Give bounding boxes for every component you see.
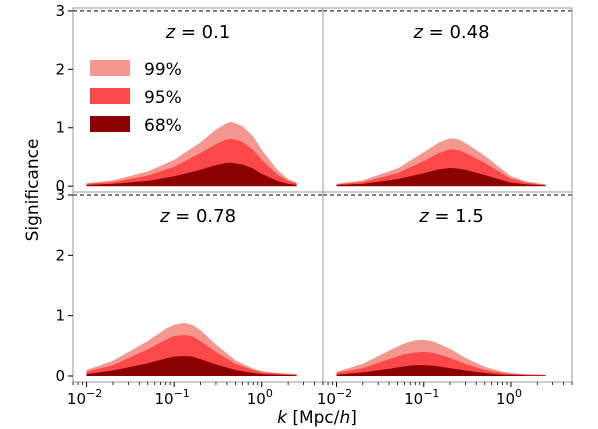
area-68pct-panel-1: [86, 162, 297, 187]
area-68pct-panel-2: [336, 168, 546, 187]
x-axis-title: k [Mpc/h]: [277, 408, 357, 428]
y-tick-label: 2: [55, 246, 65, 264]
legend-label-95pct: 95%: [144, 88, 182, 108]
x-tick-label: 10−1: [155, 387, 190, 408]
x-tick-label: 10−2: [317, 387, 352, 408]
panel-4: 10−2 10−1 100 z = 1.5: [317, 191, 573, 408]
x-axis-title-h: h: [340, 408, 351, 428]
panels-group: 0 1 2 3 z = 0.1 z = 0.48 0 1 2 3 10−2 10−1 100 z = 0.…: [55, 2, 573, 408]
y-tick-label: 0: [55, 367, 65, 385]
legend-label-99pct: 99%: [144, 60, 182, 80]
panel-frame-4: [322, 191, 573, 383]
y-tick-label: 0: [55, 177, 65, 195]
panel-label-3: z = 0.78: [159, 206, 236, 227]
legend-swatch-68pct: [90, 116, 130, 132]
x-axis-title-units-close: ]: [350, 408, 357, 428]
panel-label-4: z = 1.5: [418, 206, 484, 227]
legend-swatch-99pct: [90, 60, 130, 76]
panel-label-2: z = 0.48: [412, 22, 489, 43]
y-tick-label: 1: [55, 307, 65, 325]
x-tick-label: 10−1: [404, 387, 439, 408]
y-tick-label: 2: [55, 60, 65, 78]
area-68pct-panel-3: [86, 356, 297, 376]
legend-label-68pct: 68%: [144, 116, 182, 136]
x-tick-label: 100: [496, 387, 522, 408]
area-95pct-panel-2: [336, 149, 546, 187]
area-68pct-panel-4: [336, 365, 546, 376]
y-tick-label: 3: [55, 2, 65, 20]
y-tick-label: 1: [55, 119, 65, 137]
x-tick-label: 100: [247, 387, 273, 408]
x-tick-label: 10−2: [67, 387, 102, 408]
y-axis-title: Significance: [23, 139, 43, 242]
panel-2: z = 0.48: [322, 7, 573, 193]
x-axis-title-k: k: [277, 408, 288, 428]
y-tick-label: 3: [55, 186, 65, 204]
legend: 99% 95% 68%: [90, 60, 182, 136]
panel-1: 0 1 2 3 z = 0.1: [55, 2, 324, 195]
panel-3: 0 1 2 3 10−2 10−1 100 z = 0.78: [55, 186, 324, 408]
panel-label-1: z = 0.1: [165, 22, 231, 43]
legend-swatch-95pct: [90, 88, 130, 104]
x-axis-title-units-open: [Mpc/: [287, 408, 340, 428]
